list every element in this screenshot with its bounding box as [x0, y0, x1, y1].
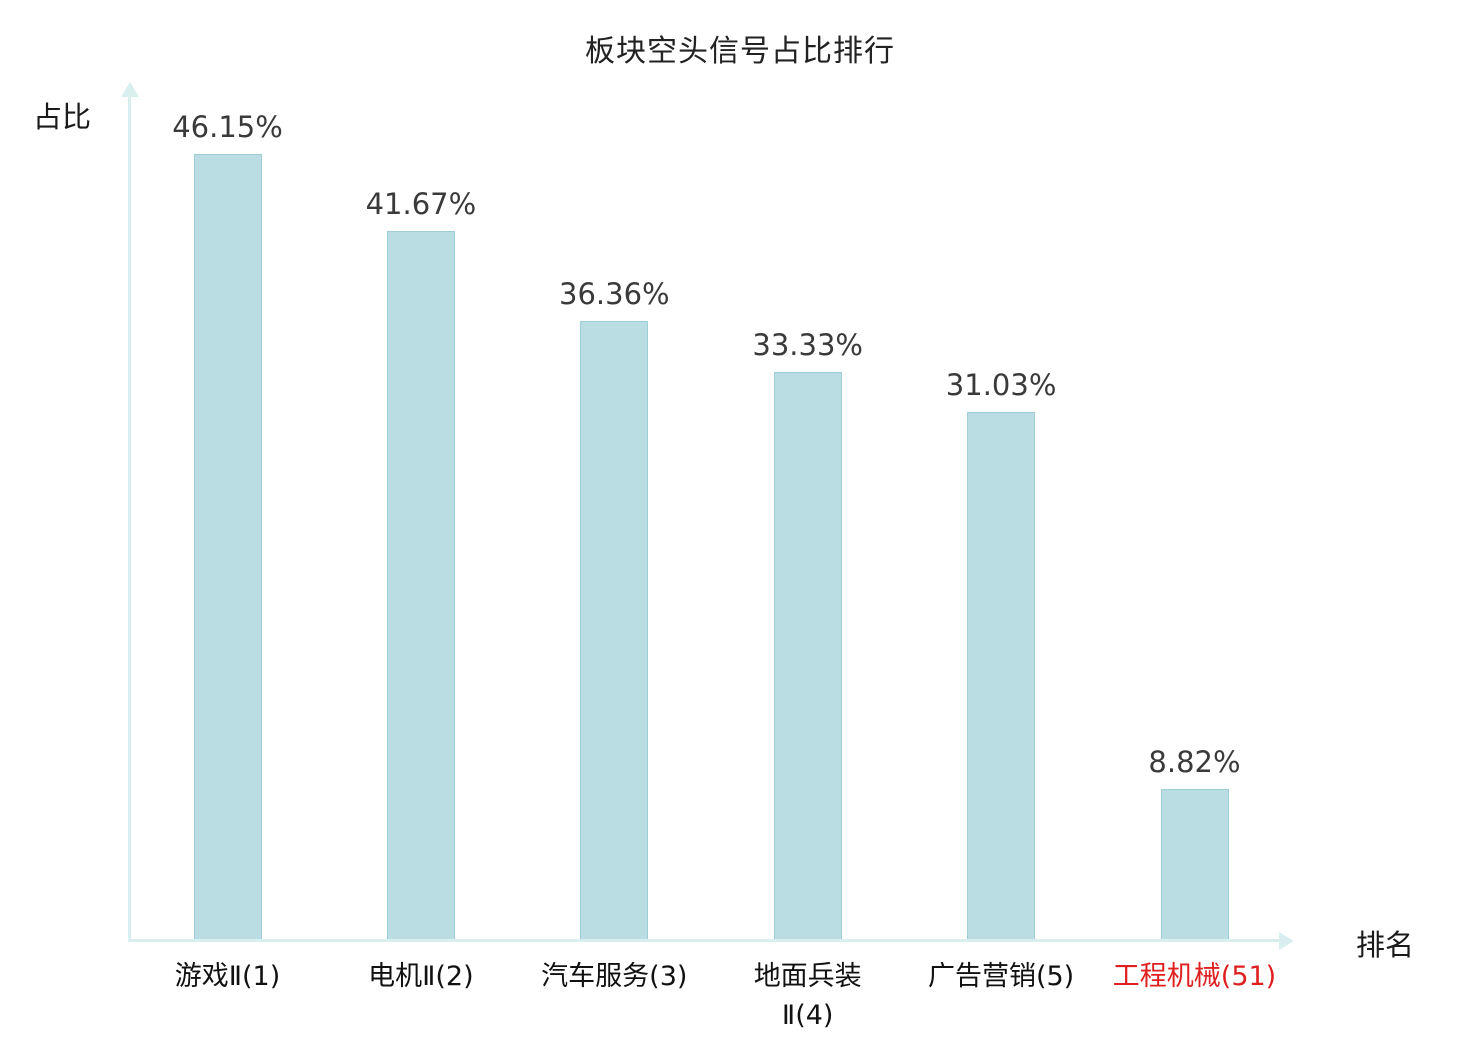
- y-axis-line: [128, 96, 131, 939]
- y-axis-label: 占比: [33, 100, 92, 134]
- category-label: 广告营销(5): [927, 961, 1075, 992]
- bar: [1160, 789, 1229, 939]
- category-label: 电机Ⅱ(2): [368, 961, 474, 992]
- bar-value-label: 33.33%: [752, 328, 863, 363]
- bar: [773, 372, 842, 939]
- category-label: 汽车服务(3): [541, 961, 688, 992]
- x-axis-label: 排名: [1356, 928, 1415, 962]
- category-label: 工程机械(51): [1112, 961, 1277, 992]
- bar: [967, 411, 1036, 939]
- x-axis-line: [128, 939, 1280, 942]
- category-label: 游戏Ⅱ(1): [174, 961, 281, 992]
- chart-title: 板块空头信号占比排行: [585, 34, 895, 69]
- bar-value-label: 41.67%: [365, 186, 477, 221]
- x-axis-arrow-icon: [1279, 932, 1294, 950]
- bar-value-label: 46.15%: [172, 110, 283, 145]
- bar: [193, 154, 262, 939]
- bar-value-label: 36.36%: [559, 276, 670, 311]
- bar-value-label: 31.03%: [945, 367, 1057, 402]
- bar: [386, 230, 455, 939]
- bar: [580, 320, 649, 939]
- bar-value-label: 8.82%: [1148, 745, 1241, 780]
- y-axis-arrow-icon: [121, 82, 139, 97]
- category-label: 地面兵装 Ⅱ(4): [753, 961, 862, 1032]
